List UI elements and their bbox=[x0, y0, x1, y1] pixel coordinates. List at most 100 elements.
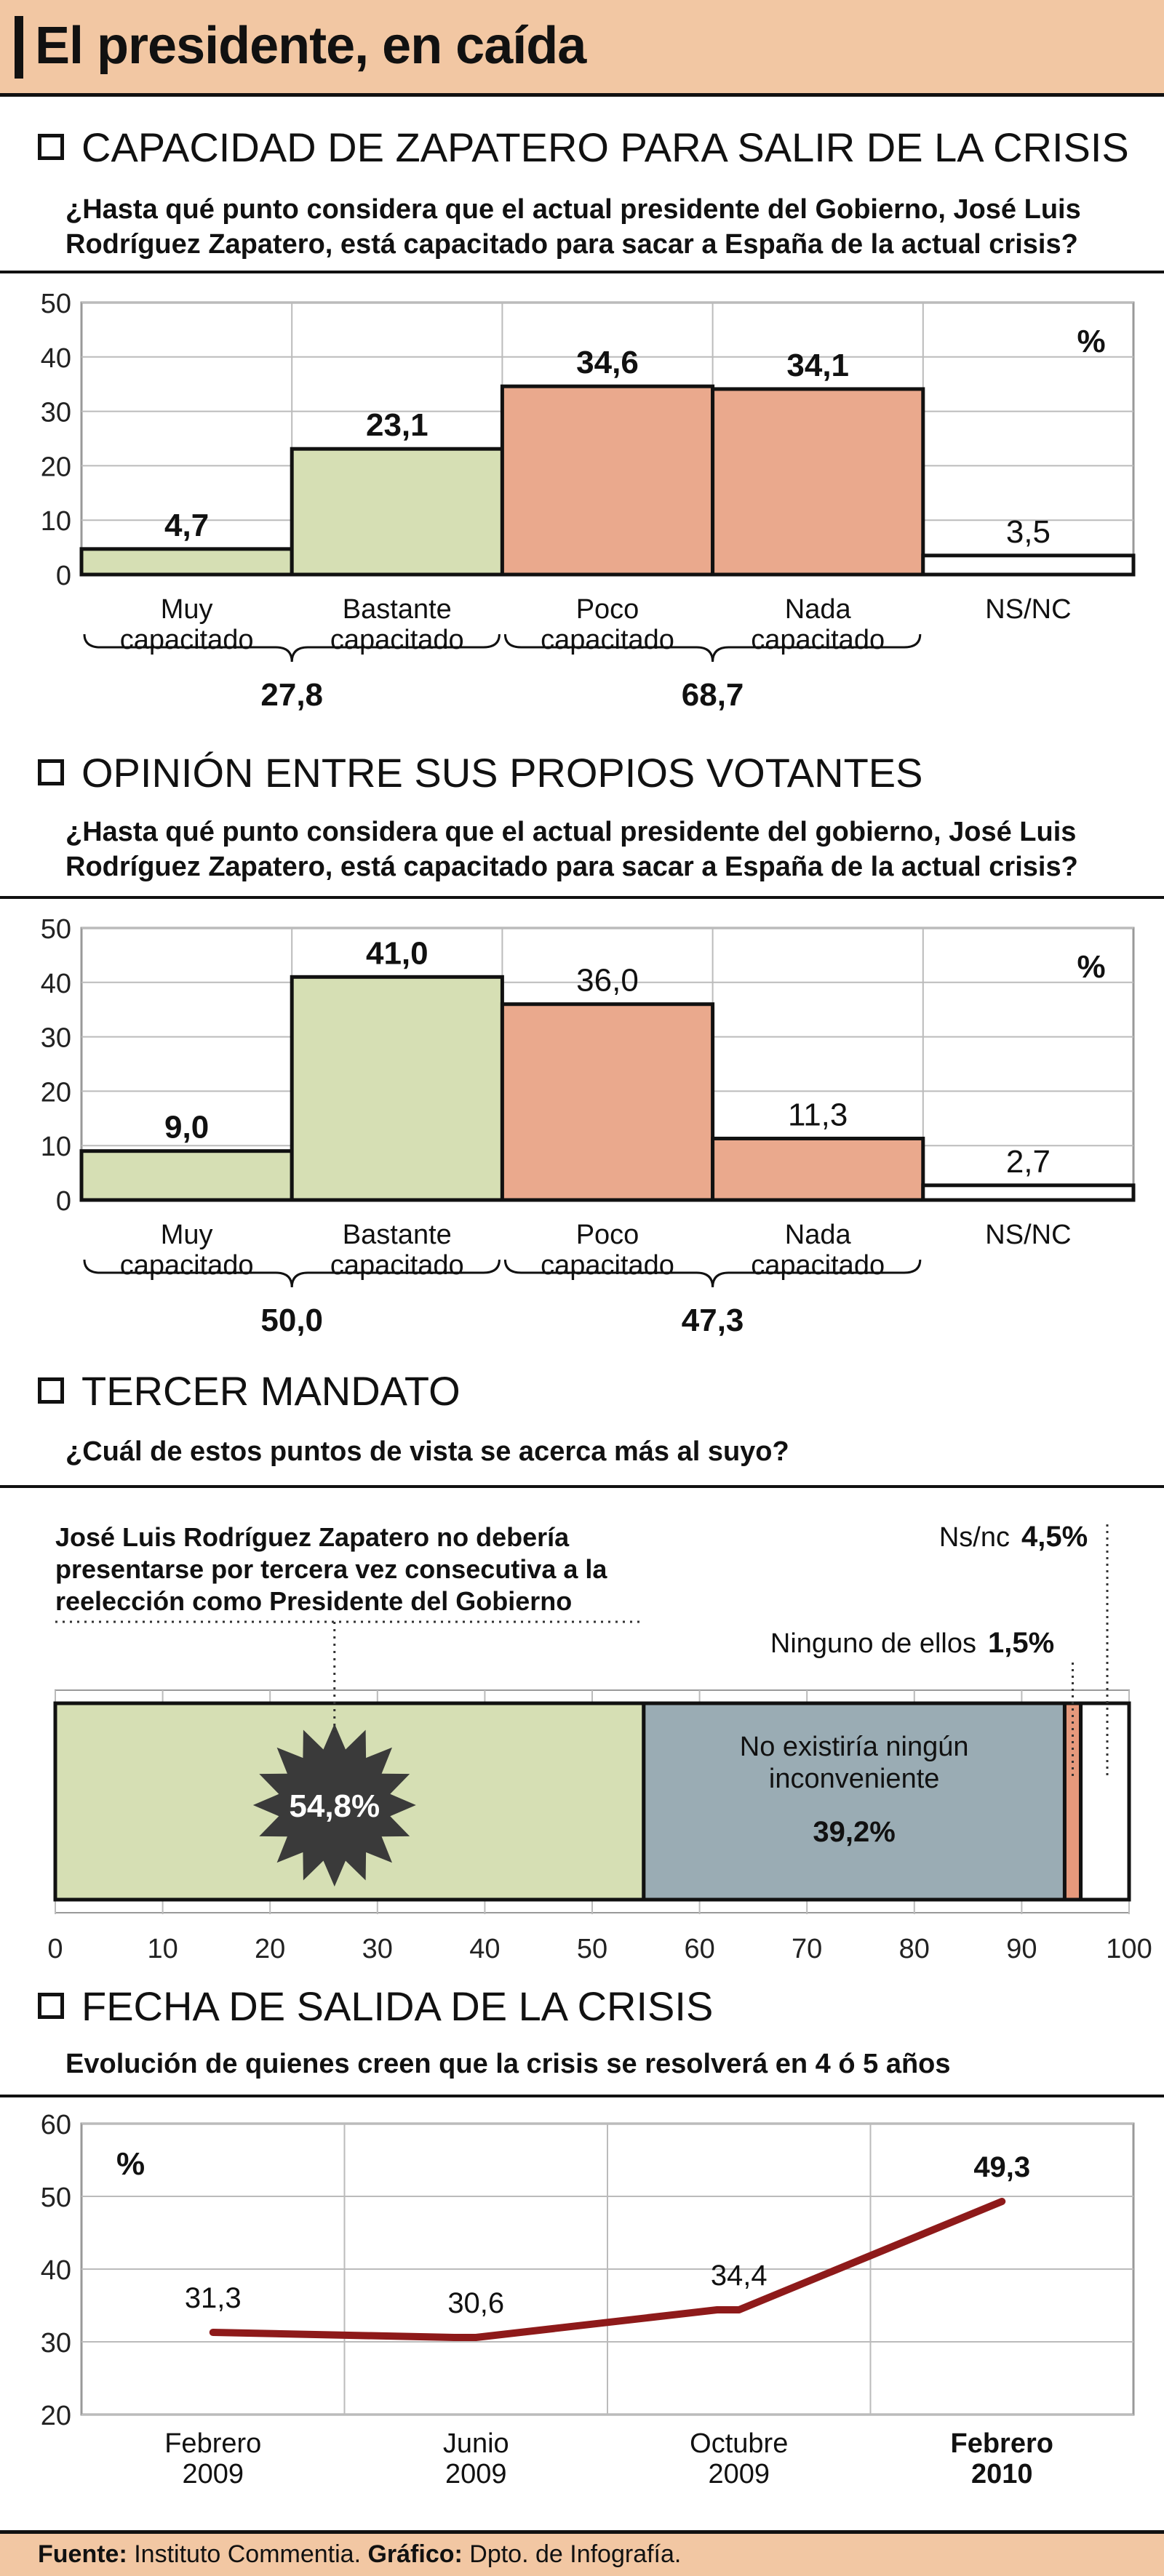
category-label: capacitado bbox=[541, 625, 674, 655]
chart-salida-crisis: 2030405060%31,3Febrero200930,6Junio20093… bbox=[41, 2110, 1135, 2489]
x-category-label: Febrero bbox=[951, 2428, 1053, 2459]
data-point bbox=[211, 2331, 215, 2334]
stacked-bar-segment bbox=[1079, 1701, 1131, 1902]
x-tick-label: 0 bbox=[47, 1934, 63, 1964]
group-bracket bbox=[503, 1259, 922, 1288]
x-tick-label: 50 bbox=[577, 1934, 607, 1964]
bar-value-label: 2,7 bbox=[1006, 1144, 1051, 1180]
bar bbox=[921, 1183, 1136, 1202]
section-1-divider bbox=[0, 271, 1164, 273]
stacked-bar-segment bbox=[1062, 1701, 1083, 1902]
y-tick-label: 40 bbox=[41, 343, 71, 374]
section-4-divider bbox=[0, 2095, 1164, 2097]
bar-value-label: 3,5 bbox=[1006, 514, 1051, 550]
y-tick-label: 50 bbox=[41, 289, 71, 319]
x-category-label: 2009 bbox=[708, 2459, 770, 2489]
category-label: Nada bbox=[785, 1220, 852, 1250]
group-bracket bbox=[83, 1259, 501, 1288]
section-box-icon bbox=[38, 759, 64, 785]
bar-value-label: 36,0 bbox=[576, 963, 639, 999]
x-category-label: Junio bbox=[443, 2428, 509, 2459]
series-line bbox=[209, 2198, 1006, 2341]
category-label: Poco bbox=[576, 1220, 639, 1250]
section-3-question: ¿Cuál de estos puntos de vista se acerca… bbox=[65, 1436, 789, 1467]
bar bbox=[500, 1002, 715, 1202]
bar bbox=[79, 1149, 294, 1202]
unit-label: % bbox=[1077, 949, 1105, 985]
y-tick-label: 0 bbox=[56, 1186, 71, 1217]
footer-credits: Fuente: Instituto Commentia. Gráfico: Dp… bbox=[38, 2540, 681, 2569]
header-accent-bar bbox=[15, 16, 23, 79]
x-tick-label: 20 bbox=[255, 1934, 285, 1964]
x-tick-label: 100 bbox=[1106, 1934, 1152, 1964]
x-category-label: Febrero bbox=[164, 2428, 261, 2459]
y-tick-label: 30 bbox=[41, 1023, 71, 1054]
starburst-highlight bbox=[252, 1724, 416, 1887]
y-tick-label: 20 bbox=[41, 1077, 71, 1108]
y-tick-label: 50 bbox=[41, 914, 71, 945]
y-tick-label: 40 bbox=[41, 969, 71, 999]
chart-votantes: 010203040509,0Muycapacitado41,0Bastantec… bbox=[41, 914, 1136, 1338]
bar-value-label: 9,0 bbox=[164, 1110, 209, 1145]
bar-value-label: 41,0 bbox=[366, 935, 428, 971]
x-tick-label: 40 bbox=[469, 1934, 500, 1964]
y-tick-label: 30 bbox=[41, 398, 71, 428]
segment-name-label: Ninguno de ellos bbox=[770, 1628, 976, 1659]
category-label: capacitado bbox=[120, 1250, 254, 1281]
section-3-heading: TERCER MANDATO bbox=[81, 1368, 461, 1414]
section-2-heading: OPINIÓN ENTRE SUS PROPIOS VOTANTES bbox=[81, 750, 923, 796]
category-label: Muy bbox=[161, 594, 213, 625]
segment-name-label: José Luis Rodríguez Zapatero no debería bbox=[55, 1522, 570, 1552]
unit-label: % bbox=[1077, 324, 1105, 359]
bar bbox=[921, 553, 1136, 577]
category-label: Poco bbox=[576, 594, 639, 625]
stacked-bar-segment bbox=[642, 1701, 1067, 1902]
category-label: Nada bbox=[785, 594, 852, 625]
section-box-icon bbox=[38, 1993, 64, 2019]
section-1-heading: CAPACIDAD DE ZAPATERO PARA SALIR DE LA C… bbox=[81, 124, 1129, 170]
group-total-label: 47,3 bbox=[682, 1303, 744, 1338]
x-tick-label: 70 bbox=[792, 1934, 822, 1964]
section-2-divider bbox=[0, 896, 1164, 899]
data-point bbox=[474, 2336, 478, 2339]
y-tick-label: 20 bbox=[41, 452, 71, 482]
section-box-icon bbox=[38, 1377, 64, 1404]
category-label: NS/NC bbox=[985, 1220, 1071, 1250]
point-value-label: 31,3 bbox=[185, 2282, 242, 2314]
segment-name-label: reelección como Presidente del Gobierno bbox=[55, 1586, 572, 1616]
segment-name-label: Ns/nc bbox=[939, 1522, 1010, 1553]
segment-name-label: No existiría ningún bbox=[740, 1732, 969, 1762]
bar-value-label: 4,7 bbox=[164, 508, 209, 543]
y-tick-label: 10 bbox=[41, 506, 71, 537]
section-2-question-line-2: Rodríguez Zapatero, está capacitado para… bbox=[65, 852, 1078, 882]
x-category-label: 2009 bbox=[445, 2459, 507, 2489]
category-label: capacitado bbox=[751, 1250, 885, 1281]
section-1-question-line-1: ¿Hasta qué punto considera que el actual… bbox=[65, 194, 1081, 225]
bar-value-label: 23,1 bbox=[366, 407, 428, 443]
category-label: Bastante bbox=[343, 594, 452, 625]
page-title: El presidente, en caída bbox=[35, 17, 586, 75]
bar bbox=[500, 384, 715, 577]
category-label: capacitado bbox=[330, 1250, 464, 1281]
group-bracket bbox=[503, 633, 922, 663]
section-4-question: Evolución de quienes creen que la crisis… bbox=[65, 2049, 951, 2079]
bar-value-label: 34,1 bbox=[786, 348, 849, 383]
data-point bbox=[737, 2308, 741, 2311]
x-tick-label: 60 bbox=[684, 1934, 714, 1964]
group-total-label: 68,7 bbox=[682, 677, 744, 713]
bar-value-label: 34,6 bbox=[576, 345, 639, 380]
y-tick-label: 40 bbox=[41, 2255, 71, 2286]
segment-value-label: 54,8% bbox=[289, 1788, 380, 1824]
category-label: capacitado bbox=[751, 625, 885, 655]
x-category-label: 2010 bbox=[971, 2459, 1033, 2489]
y-tick-label: 10 bbox=[41, 1132, 71, 1162]
bar bbox=[79, 547, 294, 577]
data-point bbox=[1000, 2200, 1004, 2203]
section-2-question-line-1: ¿Hasta qué punto considera que el actual… bbox=[65, 817, 1077, 847]
section-4-heading: FECHA DE SALIDA DE LA CRISIS bbox=[81, 1983, 714, 2029]
point-value-label: 49,3 bbox=[973, 2151, 1030, 2183]
group-total-label: 27,8 bbox=[260, 677, 323, 713]
category-label: NS/NC bbox=[985, 594, 1071, 625]
unit-label: % bbox=[116, 2146, 145, 2182]
footer: Fuente: Instituto Commentia. Gráfico: Dp… bbox=[0, 2530, 1164, 2576]
